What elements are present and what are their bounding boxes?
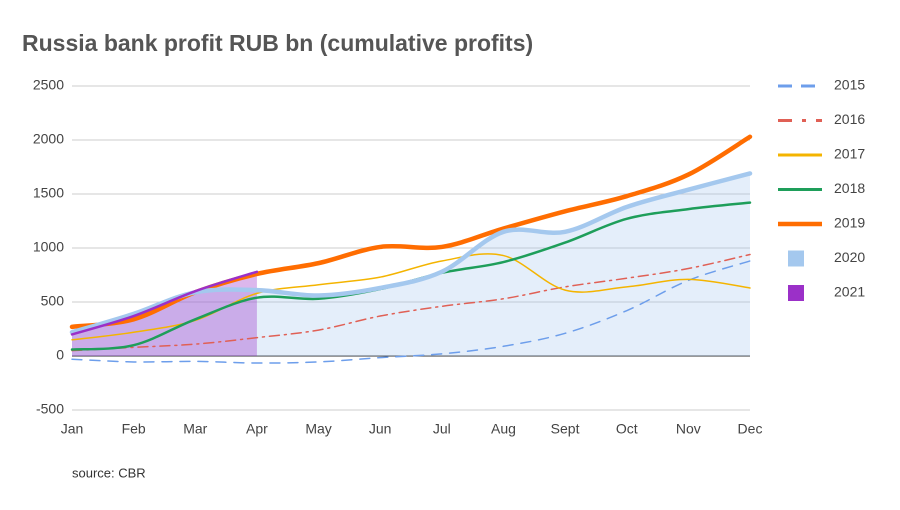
y-tick-label: 1000 bbox=[33, 239, 64, 255]
legend-label: 2021 bbox=[834, 284, 865, 300]
series-line bbox=[70, 270, 259, 336]
legend-swatch bbox=[788, 285, 804, 301]
y-tick-label: 0 bbox=[56, 347, 64, 363]
x-tick-label: Sept bbox=[551, 421, 580, 437]
series-area bbox=[72, 173, 750, 356]
legend-label: 2020 bbox=[834, 249, 865, 265]
x-tick-label: Dec bbox=[738, 421, 763, 437]
legend-label: 2015 bbox=[834, 77, 865, 93]
x-tick-label: Mar bbox=[183, 421, 207, 437]
legend-label: 2019 bbox=[834, 215, 865, 231]
x-tick-label: Aug bbox=[491, 421, 516, 437]
x-tick-label: Oct bbox=[616, 421, 638, 437]
x-tick-label: Jan bbox=[61, 421, 84, 437]
chart-title: Russia bank profit RUB bn (cumulative pr… bbox=[22, 30, 533, 56]
legend-label: 2016 bbox=[834, 111, 865, 127]
y-tick-label: 1500 bbox=[33, 185, 64, 201]
x-tick-label: Apr bbox=[246, 421, 268, 437]
x-tick-label: Nov bbox=[676, 421, 701, 437]
legend-label: 2018 bbox=[834, 180, 865, 196]
y-tick-label: 2500 bbox=[33, 77, 64, 93]
legend-label: 2017 bbox=[834, 146, 865, 162]
source-note: source: CBR bbox=[72, 465, 146, 480]
y-tick-label: 500 bbox=[41, 293, 65, 309]
y-tick-label: -500 bbox=[36, 401, 64, 417]
series-line bbox=[71, 253, 751, 352]
legend-swatch bbox=[788, 250, 804, 267]
y-tick-label: 2000 bbox=[33, 131, 64, 147]
x-tick-label: Jul bbox=[433, 421, 451, 437]
x-tick-label: May bbox=[305, 421, 331, 437]
series-line bbox=[71, 260, 751, 364]
x-tick-label: Feb bbox=[122, 421, 146, 437]
x-tick-label: Jun bbox=[369, 421, 392, 437]
series-area bbox=[72, 271, 257, 356]
